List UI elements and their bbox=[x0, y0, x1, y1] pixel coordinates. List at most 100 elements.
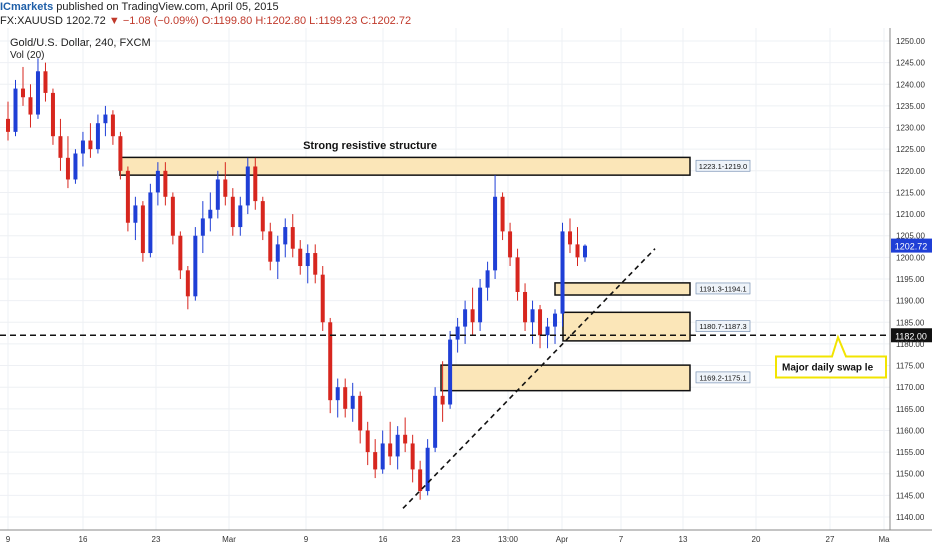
candle-body bbox=[568, 231, 573, 245]
y-tick-label: 1165.00 bbox=[896, 405, 925, 414]
candle-body bbox=[80, 140, 85, 154]
x-tick-label: 13:00 bbox=[498, 535, 519, 544]
candle-body bbox=[88, 140, 93, 150]
candle-body bbox=[523, 291, 528, 323]
candle-body bbox=[515, 257, 520, 292]
candle-body bbox=[170, 196, 175, 236]
candle-body bbox=[185, 270, 190, 297]
x-tick-label: Apr bbox=[556, 535, 569, 544]
y-tick-label: 1240.00 bbox=[896, 80, 925, 89]
candle-body bbox=[313, 253, 318, 275]
x-tick-label: 9 bbox=[6, 535, 11, 544]
price-change: −1.08 (−0.09%) bbox=[122, 15, 199, 27]
candle-body bbox=[95, 123, 100, 150]
candle-body bbox=[110, 114, 115, 137]
x-tick-label: 16 bbox=[379, 535, 388, 544]
zone-label-box bbox=[695, 320, 751, 332]
x-tick-label: 23 bbox=[152, 535, 161, 544]
candle-body bbox=[28, 97, 33, 115]
symbol-line: FX:XAUUSD 1202.72 ▼ −1.08 (−0.09%) O:119… bbox=[0, 14, 932, 28]
candle-body bbox=[155, 170, 160, 193]
zone-range-label: 1223.1-1219.0 bbox=[699, 162, 747, 171]
candle-body bbox=[478, 287, 483, 323]
candle-body bbox=[448, 339, 453, 405]
published-text: published on TradingView.com, April 05, … bbox=[56, 1, 279, 13]
candle-body bbox=[50, 92, 55, 137]
zone-label-box bbox=[695, 159, 751, 172]
x-tick-label: Ma bbox=[878, 535, 890, 544]
y-tick-label: 1250.00 bbox=[896, 37, 925, 46]
candle-body bbox=[215, 179, 220, 210]
y-tick-label: 1145.00 bbox=[896, 491, 925, 500]
x-tick-label: Mar bbox=[222, 535, 236, 544]
y-tick-label: 1190.00 bbox=[896, 297, 925, 306]
candle-body bbox=[13, 88, 18, 132]
x-tick-label: 7 bbox=[619, 535, 624, 544]
x-tick-label: 13 bbox=[679, 535, 688, 544]
y-tick-label: 1230.00 bbox=[896, 124, 925, 133]
candle-body bbox=[560, 231, 565, 314]
y-tick-label: 1220.00 bbox=[896, 167, 925, 176]
level-price-tag bbox=[891, 328, 932, 343]
candle-body bbox=[253, 166, 258, 202]
candles-layer bbox=[6, 58, 587, 500]
candle-body bbox=[418, 469, 423, 492]
candle-body bbox=[58, 136, 63, 158]
y-tick-label: 1210.00 bbox=[896, 210, 925, 219]
candle-body bbox=[268, 231, 273, 262]
candle-body bbox=[380, 443, 385, 470]
y-tick-label: 1245.00 bbox=[896, 59, 925, 68]
current-price-text: 1202.72 bbox=[895, 242, 928, 252]
candle-body bbox=[530, 309, 535, 323]
down-arrow-icon: ▼ bbox=[108, 15, 120, 27]
candle-body bbox=[553, 313, 558, 327]
candle-body bbox=[455, 326, 460, 340]
grid-lines bbox=[0, 28, 890, 530]
supply-demand-zone bbox=[554, 282, 691, 296]
candle-body bbox=[200, 218, 205, 236]
y-tick-label: 1200.00 bbox=[896, 253, 925, 262]
y-tick-label: 1175.00 bbox=[896, 362, 925, 371]
candle-body bbox=[395, 434, 400, 457]
y-tick-label: 1235.00 bbox=[896, 102, 925, 111]
candle-body bbox=[545, 326, 550, 336]
y-tick-label: 1170.00 bbox=[896, 383, 925, 392]
annotation-text: Major daily swap le bbox=[782, 363, 874, 374]
candle-body bbox=[260, 201, 265, 232]
candle-body bbox=[290, 227, 295, 249]
candle-body bbox=[20, 88, 25, 98]
candle-body bbox=[305, 253, 310, 267]
candle-body bbox=[440, 395, 445, 405]
y-tick-label: 1195.00 bbox=[896, 275, 925, 284]
zone-label-box bbox=[695, 282, 751, 295]
volume-label: Vol (20) bbox=[10, 50, 44, 61]
y-tick-label: 1150.00 bbox=[896, 470, 925, 479]
publish-line: ICmarkets published on TradingView.com, … bbox=[0, 0, 932, 14]
symbol-ticker: FX:XAUUSD bbox=[0, 15, 63, 27]
y-axis: 1140.00 1145.00 1150.00 1155.00 1160.00 1165.… bbox=[896, 37, 925, 522]
price-chart[interactable]: 1223.1-1219.01191.3-1194.11180.7-1187.31… bbox=[0, 28, 932, 550]
candle-body bbox=[238, 205, 243, 228]
candle-body bbox=[298, 248, 303, 267]
x-tick-label: 16 bbox=[79, 535, 88, 544]
zone-range-label: 1191.3-1194.1 bbox=[699, 284, 746, 293]
x-axis: 9 16 23 Mar 9 16 23 13:00 Apr 7 13 20 27 Ma bbox=[6, 535, 890, 544]
y-tick-label: 1160.00 bbox=[896, 426, 925, 435]
candle-body bbox=[6, 118, 10, 132]
y-tick-label: 1140.00 bbox=[896, 513, 925, 522]
annotation-callout bbox=[775, 334, 887, 379]
current-price-tag bbox=[891, 238, 932, 253]
candle-body bbox=[103, 114, 108, 124]
publisher-name[interactable]: ICmarkets bbox=[0, 1, 54, 13]
zone-layer: 1223.1-1219.0 1191.3-1194.1 1180.7-1187.3 1… bbox=[119, 140, 751, 392]
x-tick-label: 20 bbox=[752, 535, 761, 544]
zone-label-box bbox=[695, 371, 751, 384]
candle-body bbox=[410, 443, 415, 470]
candle-body bbox=[230, 196, 235, 228]
candle-body bbox=[43, 71, 48, 93]
y-tick-label: 1225.00 bbox=[896, 145, 925, 154]
y-tick-label: 1155.00 bbox=[896, 448, 925, 457]
candle-body bbox=[65, 157, 70, 180]
candle-body bbox=[358, 395, 363, 431]
candle-body bbox=[245, 166, 250, 206]
